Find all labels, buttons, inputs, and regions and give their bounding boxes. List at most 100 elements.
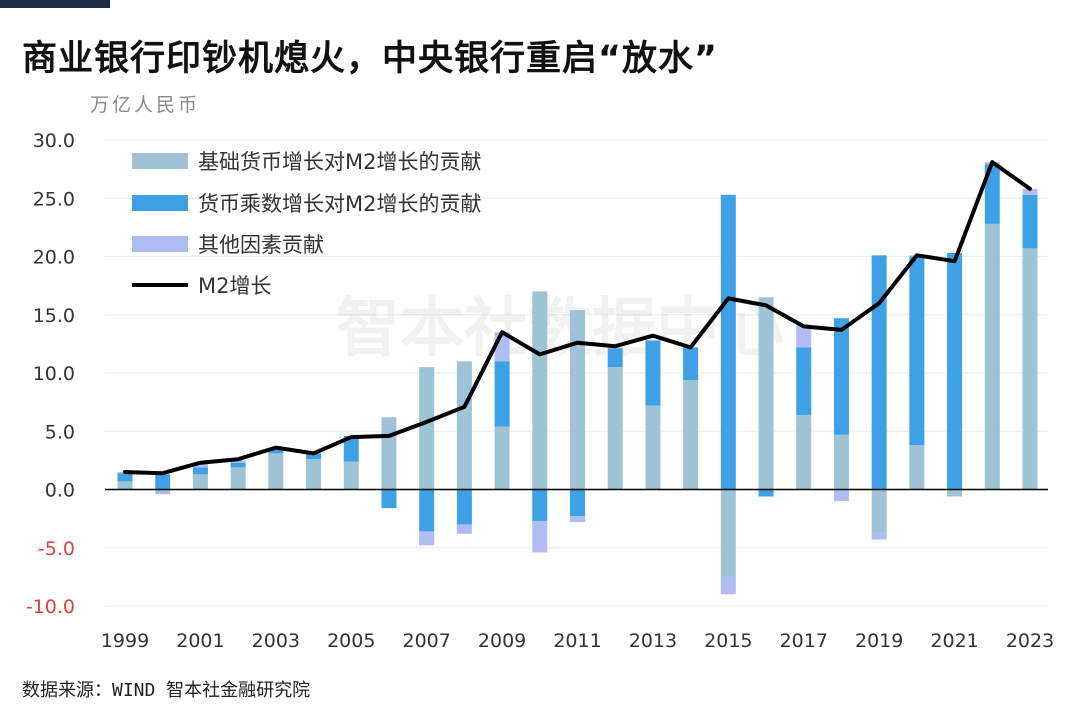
x-tick-label: 2019 (855, 630, 903, 652)
y-tick-label: -10.0 (26, 596, 75, 618)
bar-base-money-2007 (419, 367, 435, 490)
legend-swatch-multiplier (132, 195, 188, 211)
legend-label-base-money: 基础货币增长对M2增长的贡献 (198, 150, 481, 174)
bar-other-2011 (570, 516, 585, 523)
bar-base-money-2004 (306, 459, 322, 490)
bar-other-2018 (833, 489, 849, 502)
bar-base-money-2008 (456, 361, 472, 490)
x-tick-label: 2021 (930, 630, 978, 652)
bar-multiplier-2022 (984, 164, 1000, 224)
legend-swatch-other (132, 236, 188, 252)
bar-base-money-2021 (947, 489, 963, 497)
y-tick-label: 20.0 (33, 247, 75, 269)
bar-base-money-2023 (1022, 248, 1038, 490)
bar-base-money-2019 (871, 489, 887, 533)
bar-multiplier-2019 (871, 255, 887, 490)
x-tick-label: 2005 (327, 630, 375, 652)
bar-other-2019 (871, 532, 887, 540)
x-tick-label: 2009 (478, 630, 526, 652)
bar-base-money-2013 (645, 405, 661, 490)
y-tick-label: 15.0 (33, 305, 75, 327)
bar-other-2000 (155, 492, 171, 495)
bars (117, 162, 1038, 595)
watermark: 智本社数据中心 (336, 292, 784, 366)
y-tick-label: 10.0 (33, 363, 75, 385)
legend-label-m2: M2增长 (198, 274, 271, 298)
legend-label-other: 其他因素贡献 (198, 233, 324, 257)
bar-multiplier-2008 (456, 489, 472, 525)
y-axis-unit-label: 万亿人民币 (90, 94, 201, 116)
bar-multiplier-1999 (117, 473, 133, 482)
bar-multiplier-2016 (758, 489, 774, 497)
bar-multiplier-2017 (796, 347, 812, 415)
x-tick-label: 2011 (553, 630, 601, 652)
bar-base-money-2011 (570, 310, 585, 490)
bar-multiplier-2011 (570, 489, 585, 517)
bar-multiplier-2013 (645, 340, 661, 406)
bar-multiplier-2020 (909, 256, 925, 446)
bar-base-money-1999 (117, 481, 133, 490)
bar-base-money-2005 (343, 461, 359, 490)
bar-multiplier-2003 (268, 449, 284, 454)
y-tick-label: 30.0 (33, 130, 75, 152)
bar-multiplier-2006 (381, 489, 397, 509)
bar-multiplier-2001 (192, 467, 208, 475)
bar-multiplier-2005 (343, 435, 359, 462)
bar-base-money-2015 (720, 489, 736, 577)
bar-multiplier-2007 (419, 489, 435, 532)
m2-growth-line-series (123, 160, 1032, 476)
bar-multiplier-2014 (683, 347, 699, 380)
bar-multiplier-2012 (607, 348, 623, 368)
x-tick-label: 2017 (780, 630, 828, 652)
bar-base-money-2022 (984, 223, 1000, 490)
x-tick-label: 2007 (402, 630, 450, 652)
bar-other-2010 (532, 520, 548, 553)
x-tick-label: 2015 (704, 630, 752, 652)
bar-other-2007 (419, 531, 435, 546)
y-tick-label: 0.0 (45, 480, 75, 502)
x-tick-label: 2023 (1006, 630, 1054, 652)
bar-multiplier-2004 (306, 453, 322, 460)
legend-swatch-base-money (132, 153, 188, 169)
bar-base-money-2017 (796, 414, 812, 490)
y-axis-ticks: -10.0 -5.0 0.0 5.0 10.0 15.0 20.0 25.0 30.0 (26, 130, 75, 618)
x-axis-ticks: 1999 2001 2003 2005 2007 2009 2011 2013 2015 2017… (101, 630, 1054, 652)
bar-other-2002 (230, 460, 246, 463)
bar-multiplier-2009 (494, 361, 510, 427)
legend-label-multiplier: 货币乘数增长对M2增长的贡献 (198, 192, 481, 216)
x-tick-label: 2003 (252, 630, 300, 652)
title-accent-bar (0, 0, 110, 8)
bar-other-2017 (796, 325, 812, 348)
bar-multiplier-2023 (1022, 194, 1038, 249)
bar-other-2001 (192, 463, 208, 468)
bar-base-money-2010 (532, 291, 548, 490)
x-tick-label: 2001 (176, 630, 224, 652)
bar-multiplier-2010 (532, 489, 548, 521)
bar-multiplier-2021 (947, 253, 963, 490)
bar-multiplier-2000 (155, 474, 171, 490)
bar-other-2015 (720, 576, 736, 595)
bar-base-money-2000 (155, 489, 171, 493)
x-tick-label: 2013 (629, 630, 677, 652)
bar-multiplier-2018 (833, 318, 849, 435)
bar-base-money-2009 (494, 426, 510, 490)
bar-other-2008 (456, 524, 472, 534)
x-tick-label: 1999 (101, 630, 149, 652)
bar-base-money-2006 (381, 417, 397, 490)
bar-base-money-2020 (909, 445, 925, 490)
bar-other-2023 (1022, 188, 1038, 195)
bar-base-money-2018 (833, 434, 849, 490)
bar-base-money-2001 (192, 474, 208, 490)
bar-base-money-2003 (268, 453, 284, 490)
bar-base-money-2014 (683, 379, 699, 490)
data-source-note: 数据来源：WIND 智本社金融研究院 (22, 680, 311, 701)
y-tick-label: -5.0 (38, 538, 75, 560)
y-tick-label: 25.0 (33, 188, 75, 210)
bar-base-money-2012 (607, 367, 623, 490)
y-tick-label: 5.0 (45, 421, 75, 443)
chart-title: 商业银行印钞机熄火，中央银行重启“放水” (22, 39, 719, 79)
bar-base-money-2002 (230, 467, 246, 490)
bar-base-money-2016 (758, 297, 774, 490)
